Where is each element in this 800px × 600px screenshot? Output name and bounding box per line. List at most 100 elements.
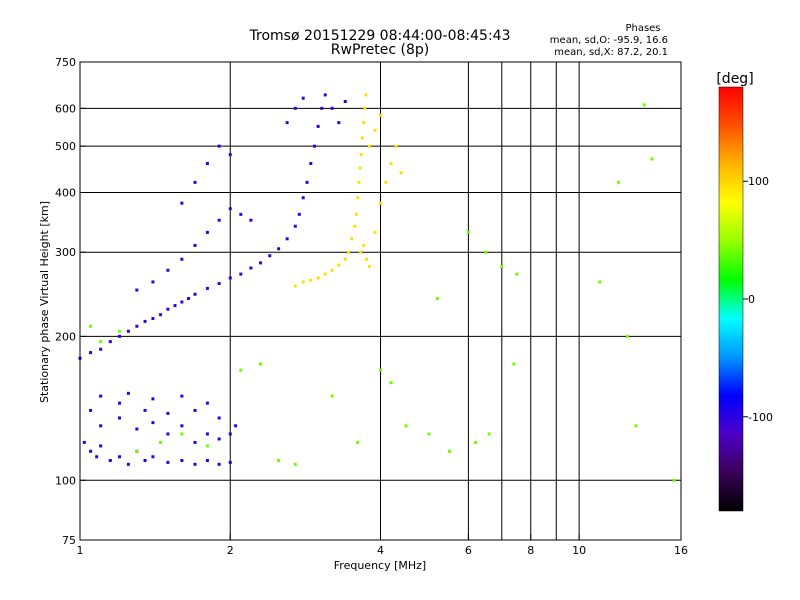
data-point-0-0: [82, 440, 86, 444]
colorbar-label: [deg]: [716, 71, 753, 87]
data-point-0-19: [151, 421, 155, 425]
data-point-0-10: [166, 460, 170, 464]
data-point-0-5: [118, 455, 122, 459]
data-point-1-32: [323, 93, 327, 97]
data-point-3-4: [159, 440, 163, 444]
chart-title: Tromsø 20151229 08:44:00-08:45:43: [249, 28, 511, 44]
data-point-3-3: [135, 449, 139, 453]
data-point-2-26: [384, 180, 388, 184]
data-point-2-17: [362, 121, 366, 125]
colorbar-tick-label-0: 100: [748, 175, 769, 188]
data-point-0-20: [166, 432, 170, 436]
data-point-3-8: [259, 362, 263, 366]
data-point-3-14: [389, 381, 393, 385]
x-tick-label-6: 16: [674, 544, 688, 557]
data-point-1-4: [118, 334, 122, 338]
data-point-1-8: [151, 316, 155, 320]
data-point-2-29: [399, 171, 403, 175]
data-point-0-16: [99, 424, 103, 428]
data-point-2-10: [353, 224, 357, 228]
y-tick-label-1: 100: [55, 474, 76, 487]
data-point-0-8: [143, 458, 147, 462]
y-axis-ticks: 75 100 200 300 400 500 600 750: [55, 56, 86, 547]
data-point-0-34: [126, 391, 130, 395]
data-point-3-15: [404, 424, 408, 428]
x-axis-ticks: 1 2 4 6 8 10 16: [77, 534, 688, 557]
colorbar-tick-label-1: 0: [748, 293, 755, 306]
data-point-2-15: [359, 153, 363, 157]
data-point-1-48: [285, 121, 289, 125]
data-point-1-53: [343, 100, 347, 104]
data-point-3-9: [277, 458, 281, 462]
data-point-3-26: [625, 334, 629, 338]
data-point-1-52: [337, 121, 341, 125]
data-point-3-30: [672, 478, 676, 482]
data-point-1-47: [228, 153, 232, 157]
data-point-1-12: [180, 300, 184, 304]
data-point-3-11: [330, 394, 334, 398]
data-point-1-46: [217, 144, 221, 148]
data-point-0-27: [118, 401, 122, 405]
data-point-0-3: [99, 444, 103, 448]
data-point-2-11: [354, 212, 358, 216]
data-point-3-0: [89, 324, 93, 328]
stats-line-o: mean, sd,O: -95.9, 16.6: [550, 35, 668, 46]
data-point-0-9: [151, 455, 155, 459]
data-point-0-35: [151, 397, 155, 401]
x-tick-label-5: 10: [572, 544, 586, 557]
data-point-2-0: [293, 284, 297, 288]
data-point-3-32: [435, 297, 439, 301]
data-point-2-14: [358, 166, 362, 170]
data-point-2-3: [316, 276, 320, 280]
data-point-1-26: [301, 196, 305, 200]
data-point-3-18: [466, 230, 470, 234]
data-point-3-13: [379, 368, 382, 372]
data-point-1-40: [228, 207, 232, 211]
data-point-2-8: [346, 250, 350, 254]
y-tick-label-4: 400: [55, 186, 76, 199]
data-point-3-29: [650, 157, 654, 161]
data-point-1-49: [293, 106, 297, 110]
data-point-1-3: [108, 340, 112, 344]
data-point-1-33: [135, 288, 139, 292]
chart-subtitle: RwPretec (8p): [331, 42, 429, 58]
data-point-1-24: [293, 224, 297, 228]
data-point-2-25: [379, 201, 382, 205]
data-point-0-37: [205, 401, 209, 405]
data-point-1-19: [249, 266, 253, 270]
x-tick-label-2: 4: [377, 544, 384, 557]
data-point-1-15: [205, 286, 209, 290]
data-point-1-45: [205, 161, 209, 165]
data-point-2-5: [330, 268, 334, 272]
data-point-3-12: [356, 440, 360, 444]
data-point-0-32: [234, 424, 238, 428]
data-point-0-4: [108, 458, 112, 462]
data-point-1-37: [193, 243, 197, 247]
data-point-2-22: [365, 257, 369, 261]
data-point-3-31: [642, 103, 646, 107]
data-point-3-19: [484, 250, 488, 254]
colorbar-tick-label-2: -100: [748, 411, 773, 424]
data-point-2-21: [362, 243, 366, 247]
data-point-1-16: [217, 282, 221, 286]
data-point-2-23: [367, 265, 371, 269]
data-point-3-17: [448, 449, 452, 453]
data-point-0-14: [217, 462, 221, 466]
data-point-2-30: [367, 144, 371, 148]
data-point-3-22: [473, 440, 477, 444]
data-point-3-21: [515, 272, 519, 276]
data-point-1-5: [126, 329, 130, 333]
data-point-2-31: [373, 128, 377, 132]
data-point-2-13: [357, 180, 361, 184]
data-point-1-43: [180, 201, 184, 205]
data-point-1-51: [330, 106, 334, 110]
x-tick-label-4: 8: [527, 544, 534, 557]
y-tick-label-6: 600: [55, 102, 76, 115]
data-point-1-22: [277, 247, 281, 251]
data-point-0-31: [217, 416, 221, 420]
stats-title: Phases: [625, 23, 660, 34]
data-point-1-23: [285, 237, 289, 241]
data-point-0-22: [193, 440, 197, 444]
x-tick-label-0: 1: [77, 544, 84, 557]
